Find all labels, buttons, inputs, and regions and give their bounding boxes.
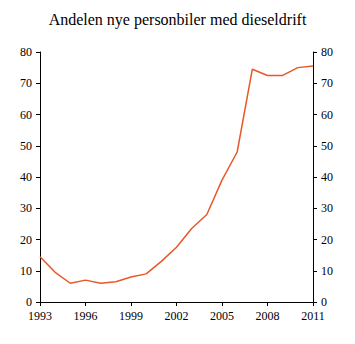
svg-text:20: 20 [20, 233, 32, 247]
svg-text:0: 0 [321, 295, 327, 309]
svg-text:10: 10 [321, 264, 333, 278]
svg-text:20: 20 [321, 233, 333, 247]
svg-text:70: 70 [321, 76, 333, 90]
svg-text:30: 30 [20, 201, 32, 215]
svg-text:80: 80 [20, 45, 32, 59]
svg-text:30: 30 [321, 201, 333, 215]
svg-text:60: 60 [20, 108, 32, 122]
svg-text:50: 50 [20, 139, 32, 153]
svg-text:50: 50 [321, 139, 333, 153]
svg-text:10: 10 [20, 264, 32, 278]
svg-text:1999: 1999 [119, 309, 143, 323]
svg-text:2005: 2005 [210, 309, 234, 323]
svg-text:80: 80 [321, 45, 333, 59]
svg-text:70: 70 [20, 76, 32, 90]
svg-text:0: 0 [26, 295, 32, 309]
svg-text:1993: 1993 [28, 309, 52, 323]
svg-text:40: 40 [20, 170, 32, 184]
svg-text:40: 40 [321, 170, 333, 184]
svg-text:2011: 2011 [301, 309, 325, 323]
svg-text:2002: 2002 [165, 309, 189, 323]
svg-text:Andelen nye personbiler med di: Andelen nye personbiler med dieseldrift [49, 11, 307, 29]
svg-text:2008: 2008 [256, 309, 280, 323]
svg-text:60: 60 [321, 108, 333, 122]
svg-text:1996: 1996 [74, 309, 98, 323]
